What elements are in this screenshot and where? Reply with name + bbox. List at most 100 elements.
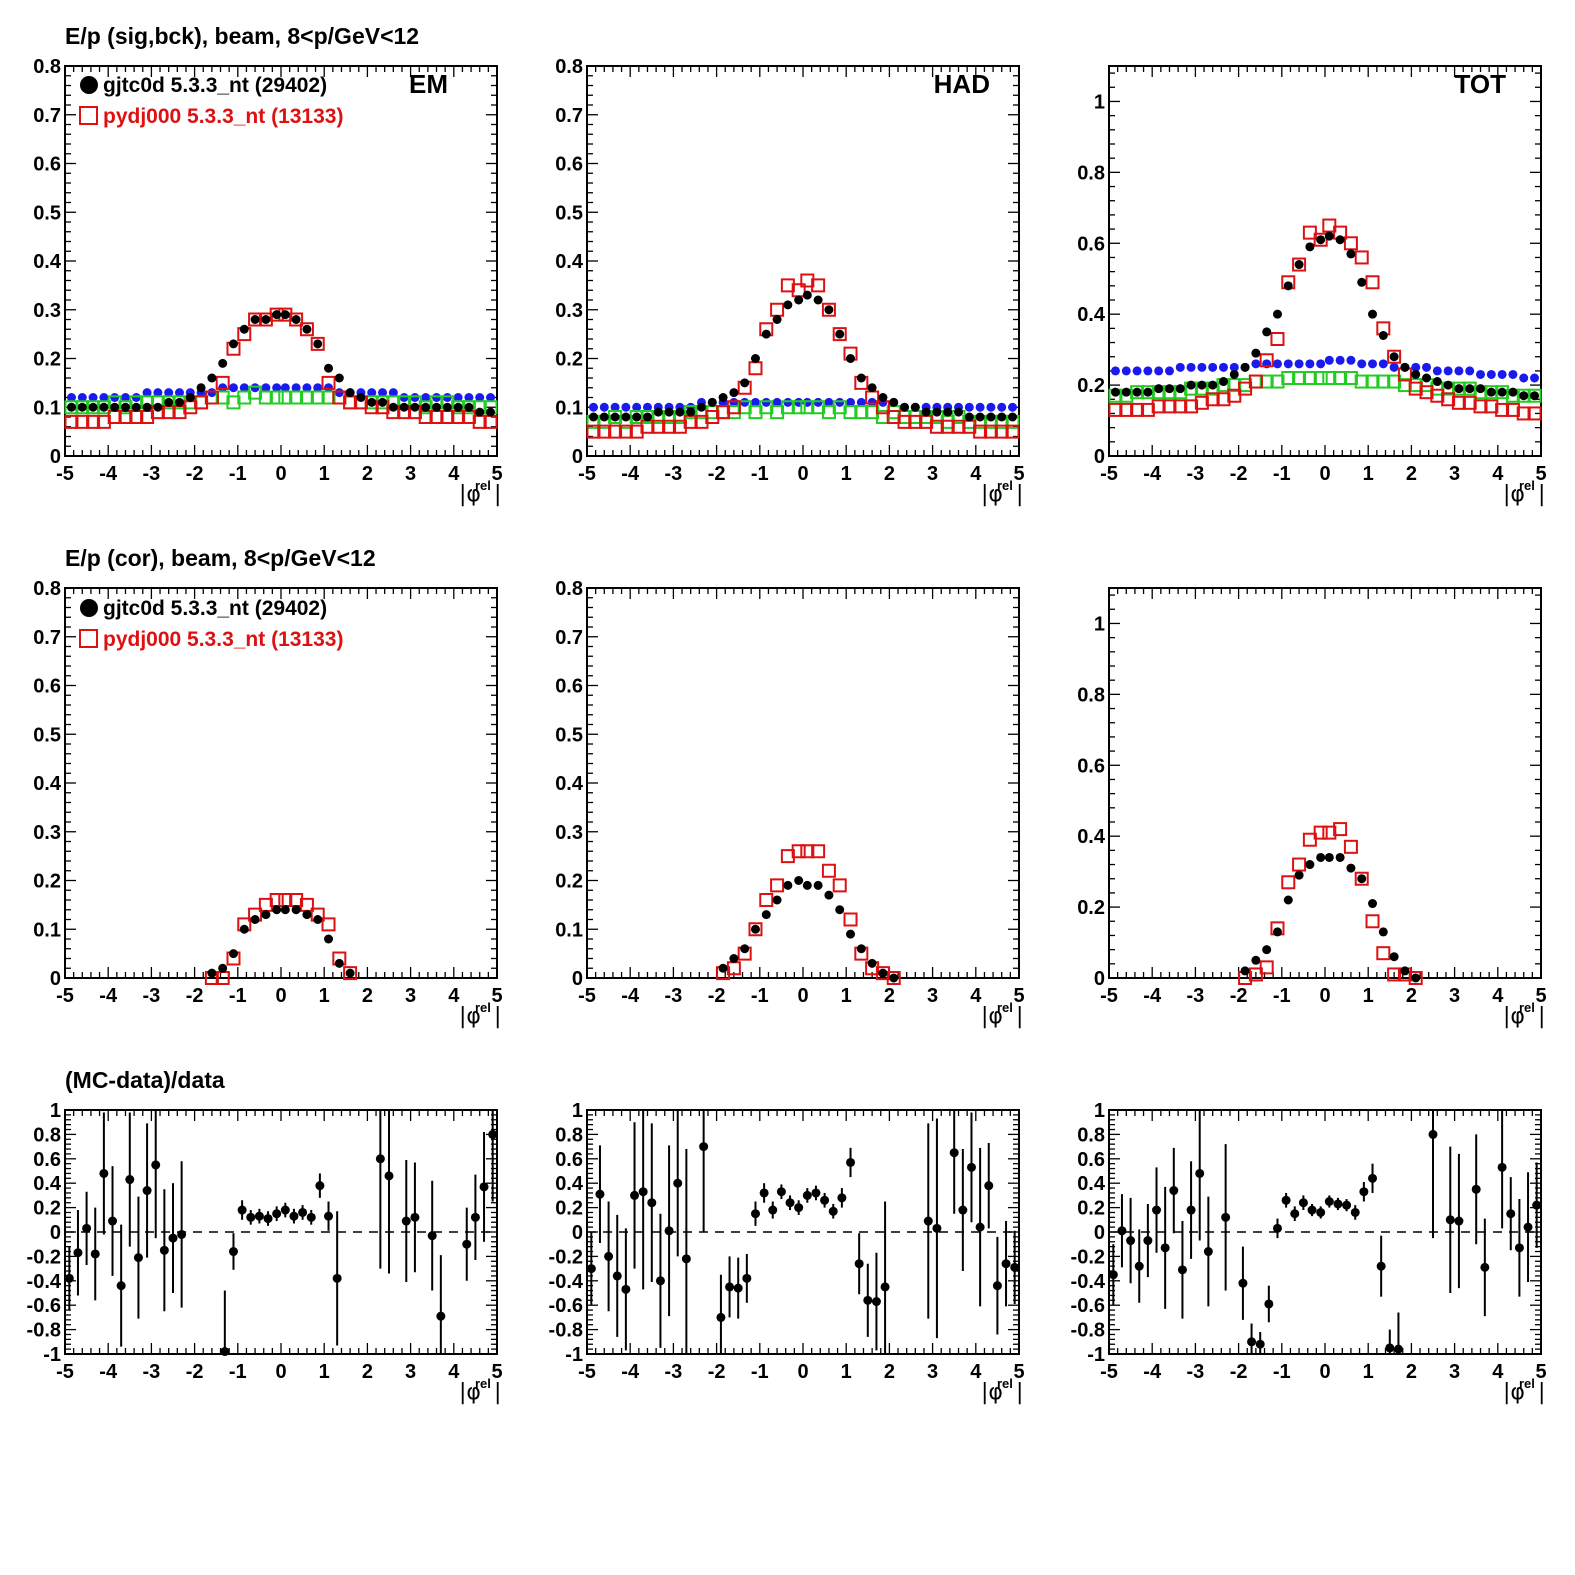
bck-mc-point <box>1484 385 1499 400</box>
bck-data-point <box>410 393 420 402</box>
bck-data-point <box>324 383 334 393</box>
data-point <box>120 402 130 412</box>
bck-mc-point <box>748 405 763 420</box>
data-point <box>740 378 750 388</box>
x-tick-label: 1 <box>1363 1361 1374 1383</box>
data-point <box>772 315 782 324</box>
x-tick-label: -1 <box>751 985 769 1007</box>
data-point <box>588 412 598 422</box>
ratio-point <box>725 1282 735 1292</box>
data-point <box>475 407 485 417</box>
ratio-point <box>923 1216 933 1226</box>
mc-point <box>1451 395 1466 410</box>
mc-point <box>1292 257 1307 272</box>
data-point <box>675 407 685 417</box>
ratio-point <box>1333 1199 1343 1209</box>
x-tick-label: -2 <box>186 985 204 1007</box>
x-tick-label: -1 <box>229 463 247 485</box>
data-point <box>802 880 812 890</box>
data-point <box>1530 391 1540 401</box>
x-tick-label: 0 <box>1319 985 1330 1007</box>
ratio-point <box>785 1198 795 1208</box>
mc-point <box>940 419 955 434</box>
ratio-point <box>802 1190 812 1200</box>
mc-point <box>800 273 815 288</box>
data-point <box>772 895 782 905</box>
bck-mc-point <box>237 390 252 405</box>
bck-mc-point <box>1281 371 1296 385</box>
data-point <box>653 407 663 417</box>
y-tick-label: 0.4 <box>33 251 62 273</box>
mc-point <box>1527 406 1542 421</box>
bck-data-point <box>813 397 823 407</box>
plot-frame <box>586 65 1020 457</box>
data-point <box>1346 863 1356 873</box>
mc-point <box>586 424 601 439</box>
data-point <box>302 324 312 334</box>
data-point <box>174 397 184 407</box>
data-point <box>878 968 888 978</box>
x-tick-label: 4 <box>448 463 460 485</box>
ratio-point <box>1471 1184 1481 1194</box>
mc-point <box>204 390 219 405</box>
mc-point <box>1130 402 1145 417</box>
ratio-point <box>272 1209 282 1219</box>
y-tick-label: 0.1 <box>555 919 583 941</box>
ratio-point <box>638 1187 648 1197</box>
mc-point <box>1270 332 1285 346</box>
bck-data-point <box>1454 366 1464 376</box>
data-point <box>997 412 1007 422</box>
x-tick-label: -1 <box>751 463 769 485</box>
x-tick-label: 4 <box>448 985 460 1007</box>
ratio-point <box>375 1154 385 1164</box>
x-tick-label: 1 <box>841 463 852 485</box>
data-point <box>943 407 953 417</box>
data-point <box>610 412 620 422</box>
ratio-point <box>984 1181 994 1191</box>
data-point <box>1008 412 1018 422</box>
ratio-point <box>958 1205 968 1215</box>
y-tick-label: -0.4 <box>549 1271 584 1293</box>
mc-point <box>821 863 836 878</box>
data-point <box>846 354 856 363</box>
x-tick-label: -2 <box>186 463 204 485</box>
bck-data-point <box>1283 359 1293 369</box>
ratio-point <box>1177 1265 1187 1275</box>
bck-data-point <box>378 388 388 398</box>
data-point <box>302 910 312 920</box>
bck-mc-point <box>629 410 644 424</box>
x-tick-label: -1 <box>229 985 247 1007</box>
x-tick-label: -5 <box>1100 985 1118 1007</box>
y-tick-label: 0 <box>50 968 61 990</box>
bck-data-point <box>1294 359 1304 369</box>
data-point <box>228 949 238 959</box>
mc-point <box>1119 402 1134 417</box>
data-point <box>1324 231 1334 241</box>
ratio-point <box>742 1273 752 1283</box>
mc-point <box>1430 388 1445 403</box>
mc-point <box>651 419 666 434</box>
data-point <box>1294 260 1304 270</box>
x-tick-label: -2 <box>708 463 726 485</box>
x-tick-label: -3 <box>1187 1361 1205 1383</box>
x-tick-label: 0 <box>275 1361 286 1383</box>
legend-top: gjtc0d 5.3.3_nt (29402) pydj000 5.3.3_nt… <box>79 74 343 128</box>
bck-data-point <box>1197 362 1207 372</box>
bck-mc-point <box>640 410 655 424</box>
mc-point <box>694 414 709 429</box>
y-tick-label: -0.6 <box>27 1295 61 1317</box>
legend-data-marker <box>80 76 98 94</box>
bck-mc-point <box>269 390 284 405</box>
data-point <box>356 393 366 402</box>
data-point <box>621 412 631 422</box>
mc-point <box>780 849 795 864</box>
ratio-point <box>73 1248 83 1258</box>
ratio-point <box>1316 1207 1326 1217</box>
bck-data-point <box>239 383 249 393</box>
mc-point <box>86 414 101 429</box>
data-point <box>1335 235 1345 245</box>
bck-data-point <box>291 383 301 393</box>
legend-middle: gjtc0d 5.3.3_nt (29402) pydj000 5.3.3_nt… <box>79 597 343 651</box>
ratio-point <box>168 1233 178 1243</box>
data-point <box>856 944 866 954</box>
